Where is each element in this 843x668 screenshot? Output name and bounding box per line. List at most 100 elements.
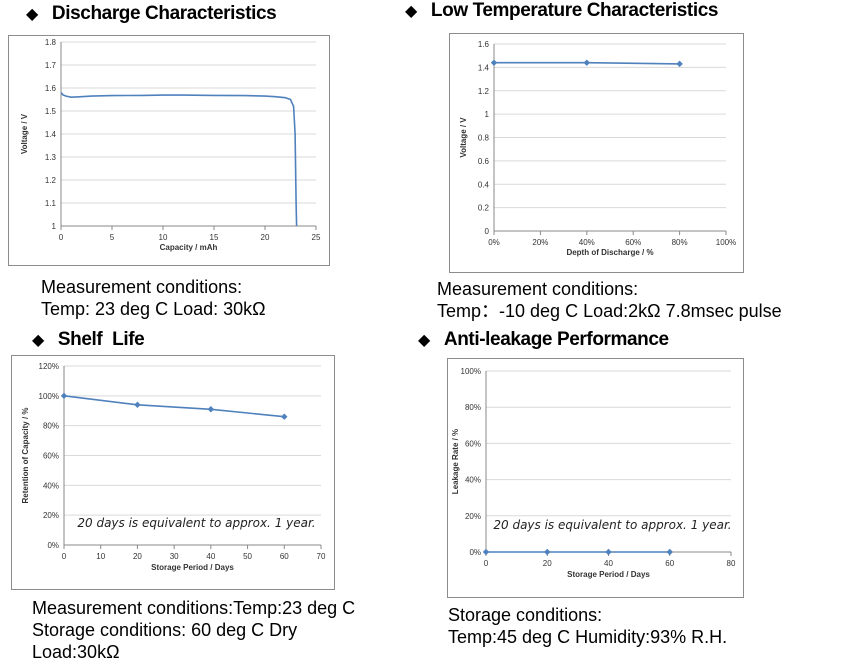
shelf-chart-svg: 0% 20% 40% 60% 80% 100% 120% 0 10 20 30 40 50 60 70 Sto… — [21, 362, 326, 572]
x-tick-label: 40 — [206, 552, 215, 561]
y-tick-label: 1 — [485, 110, 490, 119]
diamond-bullet-icon: ◆ — [405, 3, 417, 20]
y-tick-label: 100% — [39, 392, 59, 401]
y-tick-label: 0.6 — [478, 157, 490, 166]
y-axis-label: Voltage / V — [459, 117, 468, 158]
x-tick-label: 20 — [261, 233, 270, 242]
diamond-bullet-icon: ◆ — [26, 6, 38, 23]
y-axis-label: Leakage Rate / % — [451, 429, 460, 494]
data-point — [60, 392, 68, 400]
x-tick-label: 80% — [672, 238, 688, 247]
series-line — [63, 395, 285, 418]
data-point — [134, 401, 141, 408]
y-tick-label: 40% — [465, 476, 481, 485]
condition-line: Measurement conditions:Temp:23 deg C — [32, 598, 356, 618]
data-point — [605, 548, 612, 556]
x-tick-label: 80 — [727, 559, 736, 568]
x-tick-label: 0 — [62, 552, 67, 561]
discharge-conditions: Measurement conditions: Temp: 23 deg C L… — [41, 276, 266, 320]
lowtemp-chart: 0 0.2 0.4 0.6 0.8 1 1.2 1.4 1.6 0% 20% 40% 60% 80% 100… — [449, 33, 744, 273]
condition-line: Measurement conditions: — [41, 277, 243, 297]
x-tick-label: 60% — [625, 238, 641, 247]
x-tick-label: 20% — [532, 238, 548, 247]
y-tick-label: 120% — [39, 362, 59, 371]
y-tick-label: 0% — [47, 541, 59, 550]
leakage-chart-svg: 0% 20% 40% 60% 80% 100% 0 20 40 60 80 Storage Perio… — [451, 367, 736, 579]
lowtemp-heading: ◆ Low Temperature Characteristics — [405, 0, 718, 22]
series-line — [60, 92, 298, 227]
y-tick-label: 1.2 — [45, 176, 57, 185]
y-tick-label: 1.8 — [45, 38, 57, 47]
x-tick-label: 15 — [210, 233, 219, 242]
x-tick-label: 100% — [716, 238, 736, 247]
x-tick-label: 0 — [484, 559, 489, 568]
condition-line: Temp：-10 deg C Load:2kΩ 7.8msec pulse — [437, 301, 782, 321]
data-point — [676, 60, 683, 68]
condition-line: Measurement conditions: — [437, 279, 639, 299]
chart-annotation: 20 days is equivalent to approx. 1 year. — [77, 516, 315, 530]
y-tick-label: 1.2 — [478, 87, 490, 96]
data-point — [281, 413, 288, 420]
x-tick-label: 10 — [96, 552, 105, 561]
shelf-heading-text: Shelf Life — [57, 329, 145, 350]
y-tick-label: 100% — [461, 367, 481, 376]
y-tick-label: 0.8 — [478, 134, 490, 143]
leakage-chart: 0% 20% 40% 60% 80% 100% 0 20 40 60 80 Storage Perio… — [447, 358, 744, 598]
leakage-heading: ◆ Anti-leakage Performance — [418, 329, 669, 351]
y-tick-label: 60% — [465, 439, 481, 448]
x-axis-label: Storage Period / Days — [567, 570, 650, 579]
condition-line: Temp: 23 deg C Load: 30kΩ — [41, 299, 266, 319]
diamond-bullet-icon: ◆ — [418, 332, 430, 349]
y-tick-label: 1 — [52, 222, 57, 231]
y-tick-label: 1.4 — [478, 63, 490, 72]
data-point — [490, 59, 498, 66]
y-tick-label: 20% — [43, 511, 59, 520]
y-tick-label: 0.4 — [478, 180, 490, 189]
chart-annotation: 20 days is equivalent to approx. 1 year. — [493, 518, 731, 532]
x-tick-label: 0% — [488, 238, 500, 247]
x-tick-label: 25 — [312, 233, 321, 242]
shelf-conditions: Measurement conditions:Temp:23 deg C Sto… — [32, 597, 355, 663]
discharge-chart: 1 1.1 1.2 1.3 1.4 1.5 1.6 1.7 1.8 0 5 10 15 20 25 Capac… — [8, 35, 330, 266]
y-axis-label: Retention of Capacity / % — [21, 407, 30, 503]
discharge-chart-svg: 1 1.1 1.2 1.3 1.4 1.5 1.6 1.7 1.8 0 5 10 15 20 25 Capac… — [20, 38, 321, 252]
x-tick-label: 5 — [110, 233, 115, 242]
y-tick-label: 1.4 — [45, 130, 57, 139]
data-point — [482, 548, 490, 556]
y-axis-label: Voltage / V — [20, 113, 29, 154]
y-tick-label: 0 — [485, 227, 490, 236]
condition-line: Storage conditions: 60 deg C Dry — [32, 620, 298, 640]
y-tick-label: 1.6 — [478, 40, 490, 49]
y-tick-label: 0% — [469, 548, 481, 557]
data-point — [583, 59, 590, 66]
y-tick-label: 60% — [43, 452, 59, 461]
x-tick-label: 60 — [665, 559, 674, 568]
x-tick-label: 20 — [133, 552, 142, 561]
y-tick-label: 1.1 — [45, 199, 57, 208]
x-tick-label: 20 — [543, 559, 552, 568]
y-tick-label: 20% — [465, 512, 481, 521]
data-point — [544, 548, 551, 556]
x-axis-label: Capacity / mAh — [160, 243, 218, 252]
x-tick-label: 60 — [280, 552, 289, 561]
y-tick-label: 80% — [465, 403, 481, 412]
lowtemp-conditions: Measurement conditions: Temp：-10 deg C L… — [437, 278, 782, 322]
y-tick-label: 40% — [43, 481, 59, 490]
data-point — [207, 406, 215, 413]
y-tick-label: 1.7 — [45, 61, 57, 70]
x-tick-label: 50 — [243, 552, 252, 561]
discharge-heading: ◆ Discharge Characteristics — [26, 3, 277, 25]
discharge-heading-text: Discharge Characteristics — [51, 3, 277, 24]
diamond-bullet-icon: ◆ — [32, 332, 44, 349]
x-axis-label: Depth of Discharge / % — [566, 248, 653, 257]
y-tick-label: 1.5 — [45, 107, 57, 116]
shelf-chart: 0% 20% 40% 60% 80% 100% 120% 0 10 20 30 40 50 60 70 Sto… — [11, 355, 335, 590]
lowtemp-heading-text: Low Temperature Characteristics — [430, 0, 719, 21]
x-tick-label: 40% — [579, 238, 595, 247]
x-tick-label: 70 — [317, 552, 326, 561]
x-tick-label: 40 — [604, 559, 613, 568]
shelf-heading: ◆ Shelf Life — [32, 329, 145, 351]
data-point — [666, 548, 673, 556]
y-tick-label: 1.6 — [45, 84, 57, 93]
leakage-conditions: Storage conditions: Temp:45 deg C Humidi… — [448, 604, 727, 648]
